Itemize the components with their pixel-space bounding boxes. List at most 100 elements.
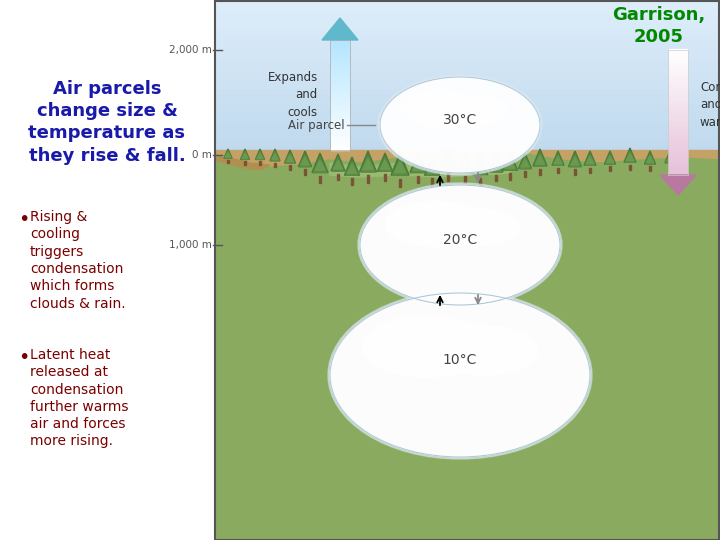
- Polygon shape: [625, 151, 635, 163]
- Bar: [331, 72, 349, 76]
- Polygon shape: [666, 154, 674, 163]
- Bar: [669, 146, 687, 150]
- Text: •: •: [18, 348, 30, 367]
- Polygon shape: [256, 151, 264, 159]
- Bar: [215, 107, 720, 113]
- Polygon shape: [586, 157, 594, 164]
- Bar: [331, 127, 349, 131]
- Bar: [215, 144, 720, 150]
- Bar: [669, 99, 687, 103]
- Bar: [331, 58, 349, 62]
- Polygon shape: [606, 156, 613, 163]
- Bar: [319, 176, 321, 183]
- Bar: [669, 71, 687, 75]
- Bar: [215, 1, 719, 540]
- Bar: [669, 65, 687, 69]
- Polygon shape: [392, 158, 408, 175]
- Ellipse shape: [328, 291, 592, 459]
- Bar: [609, 166, 611, 171]
- Bar: [524, 171, 526, 177]
- Bar: [215, 40, 720, 46]
- Text: 0 m: 0 m: [192, 150, 212, 160]
- Polygon shape: [346, 161, 359, 175]
- Bar: [669, 55, 687, 59]
- Bar: [629, 165, 631, 170]
- Ellipse shape: [362, 315, 492, 377]
- Bar: [215, 56, 720, 62]
- Polygon shape: [395, 161, 406, 173]
- Ellipse shape: [385, 201, 485, 246]
- Polygon shape: [533, 149, 547, 166]
- Polygon shape: [475, 163, 485, 172]
- Polygon shape: [257, 153, 263, 158]
- Ellipse shape: [440, 209, 520, 245]
- Polygon shape: [570, 154, 580, 167]
- Bar: [669, 168, 687, 172]
- Bar: [669, 124, 687, 128]
- Bar: [331, 94, 349, 98]
- Polygon shape: [554, 157, 562, 164]
- Polygon shape: [315, 160, 325, 171]
- Polygon shape: [443, 157, 454, 167]
- Polygon shape: [225, 152, 230, 157]
- Polygon shape: [504, 156, 516, 170]
- Bar: [399, 179, 402, 187]
- Polygon shape: [270, 149, 280, 161]
- Bar: [669, 165, 687, 168]
- Polygon shape: [585, 154, 595, 165]
- Polygon shape: [284, 150, 295, 163]
- Polygon shape: [285, 153, 294, 163]
- Bar: [669, 80, 687, 84]
- Bar: [331, 39, 349, 43]
- Polygon shape: [426, 161, 438, 175]
- Bar: [215, 123, 720, 129]
- Bar: [669, 152, 687, 156]
- Polygon shape: [391, 153, 409, 175]
- Polygon shape: [332, 158, 344, 171]
- Bar: [215, 45, 720, 52]
- Bar: [331, 83, 349, 87]
- Polygon shape: [322, 18, 358, 40]
- Bar: [331, 138, 349, 141]
- Ellipse shape: [378, 75, 542, 175]
- Bar: [669, 52, 687, 56]
- Bar: [669, 62, 687, 66]
- Ellipse shape: [358, 183, 562, 307]
- Polygon shape: [410, 153, 426, 172]
- Polygon shape: [301, 157, 309, 165]
- Text: 2,000 m: 2,000 m: [169, 45, 212, 55]
- Polygon shape: [361, 156, 375, 172]
- Bar: [417, 176, 419, 183]
- Bar: [215, 61, 720, 67]
- Polygon shape: [377, 153, 392, 171]
- Bar: [649, 166, 651, 171]
- Bar: [446, 173, 449, 181]
- Bar: [331, 99, 349, 103]
- Bar: [366, 175, 369, 183]
- Bar: [331, 97, 349, 100]
- Polygon shape: [215, 153, 720, 540]
- Text: 30°C: 30°C: [443, 113, 477, 127]
- Bar: [331, 53, 349, 57]
- Polygon shape: [333, 160, 343, 169]
- Bar: [215, 87, 720, 93]
- Polygon shape: [271, 152, 279, 161]
- Bar: [574, 169, 576, 175]
- Bar: [215, 128, 720, 134]
- Polygon shape: [505, 159, 515, 168]
- Bar: [669, 77, 687, 81]
- Bar: [331, 146, 349, 150]
- Polygon shape: [472, 155, 488, 174]
- Bar: [331, 102, 349, 106]
- Polygon shape: [425, 157, 439, 175]
- Bar: [215, 138, 720, 145]
- Ellipse shape: [330, 293, 590, 457]
- Bar: [331, 86, 349, 90]
- Bar: [331, 80, 349, 84]
- Polygon shape: [272, 153, 278, 159]
- Bar: [669, 49, 687, 53]
- Bar: [669, 90, 687, 94]
- Bar: [215, 0, 720, 5]
- Bar: [337, 173, 339, 180]
- Polygon shape: [518, 153, 531, 168]
